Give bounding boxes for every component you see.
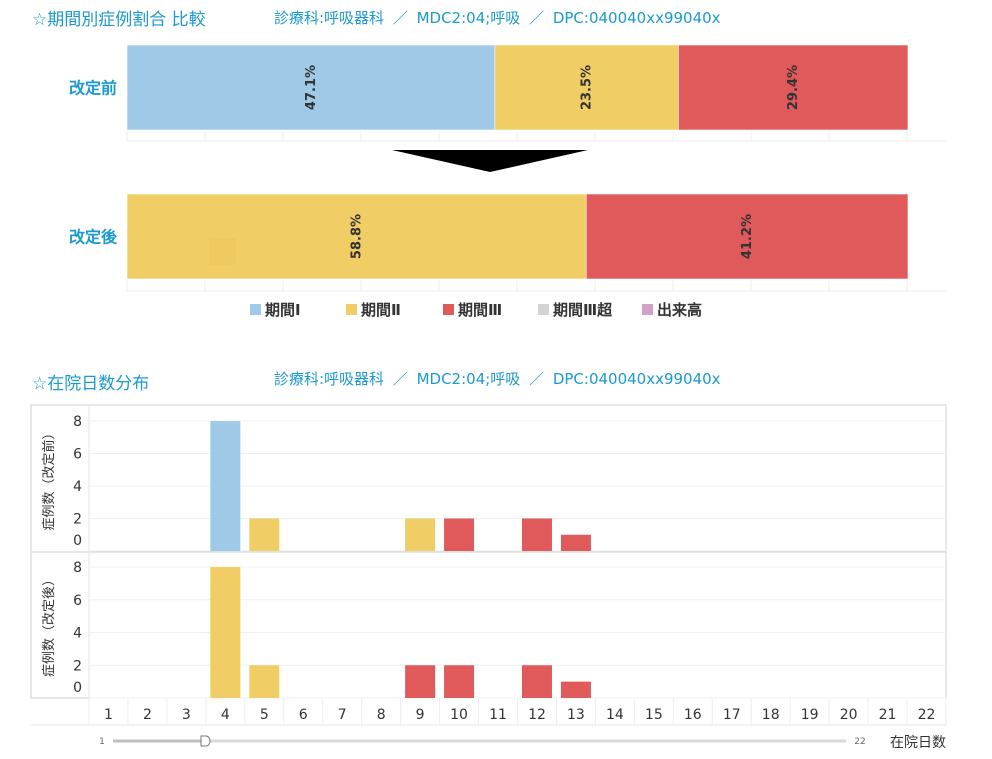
x-tick-8: 8 bbox=[377, 707, 386, 723]
x-tick-18: 18 bbox=[762, 707, 780, 723]
legend-swatch-0[interactable] bbox=[250, 304, 261, 315]
bar-0-4[interactable] bbox=[521, 518, 552, 552]
y-axis-title-1: 症例数（改定後） bbox=[42, 573, 57, 677]
x-tick-3: 3 bbox=[182, 707, 191, 723]
x-tick-17: 17 bbox=[723, 707, 741, 723]
legend-swatch-2[interactable] bbox=[443, 304, 454, 315]
section2-info: 診療科:呼吸器科 ／ MDC2:04;呼吸 ／ DPC:040040xx9904… bbox=[274, 370, 721, 388]
y-tick-0-2: 2 bbox=[73, 512, 82, 528]
slider-min-label: 1 bbox=[99, 737, 105, 747]
x-tick-7: 7 bbox=[338, 707, 347, 723]
y-tick-1-4: 4 bbox=[73, 626, 82, 642]
y-tick-0-0: 0 bbox=[73, 533, 82, 549]
legend-label-2[interactable]: 期間Ⅲ bbox=[458, 301, 502, 319]
segment-1-1 bbox=[126, 193, 587, 280]
bar-0-0[interactable] bbox=[210, 421, 241, 551]
bar-1-4[interactable] bbox=[521, 665, 552, 698]
legend-label-0[interactable]: 期間Ⅰ bbox=[265, 301, 301, 319]
bar-1-5[interactable] bbox=[560, 681, 591, 698]
bar-0-3[interactable] bbox=[444, 518, 475, 552]
segment-label-1-1: 58.8% bbox=[350, 214, 365, 259]
x-tick-13: 13 bbox=[567, 707, 585, 723]
x-tick-12: 12 bbox=[528, 707, 546, 723]
down-arrow-icon bbox=[392, 150, 588, 172]
bar-1-2[interactable] bbox=[405, 665, 436, 698]
legend-label-1[interactable]: 期間Ⅱ bbox=[361, 301, 401, 319]
segment-0-2 bbox=[678, 44, 909, 131]
segment-1-2 bbox=[585, 193, 909, 280]
y-axis-title-0: 症例数（改定前） bbox=[41, 426, 57, 530]
y-tick-1-8: 8 bbox=[73, 560, 82, 576]
x-tick-4: 4 bbox=[221, 707, 230, 723]
section2-title: ☆在院日数分布 bbox=[32, 374, 150, 394]
bar-1-1[interactable] bbox=[249, 665, 280, 698]
segment-label-0-2: 29.4% bbox=[786, 65, 801, 110]
row-label-1: 改定後 bbox=[69, 228, 118, 247]
bar-1-3[interactable] bbox=[444, 665, 475, 698]
x-tick-5: 5 bbox=[260, 707, 269, 723]
x-tick-10: 10 bbox=[450, 707, 468, 723]
x-tick-14: 14 bbox=[606, 707, 624, 723]
x-tick-6: 6 bbox=[299, 707, 308, 723]
legend-label-3[interactable]: 期間Ⅲ超 bbox=[553, 301, 613, 319]
bar-1-0[interactable] bbox=[210, 567, 241, 698]
x-tick-22: 22 bbox=[918, 707, 936, 723]
x-tick-11: 11 bbox=[489, 707, 507, 723]
x-tick-2: 2 bbox=[143, 707, 152, 723]
segment-0-1 bbox=[494, 44, 679, 131]
x-tick-20: 20 bbox=[840, 707, 858, 723]
segment-label-0-1: 23.5% bbox=[580, 65, 595, 110]
y-tick-0-8: 8 bbox=[73, 414, 82, 430]
x-tick-1: 1 bbox=[104, 707, 113, 723]
range-slider-handle[interactable] bbox=[200, 735, 211, 747]
bar-0-5[interactable] bbox=[560, 534, 591, 551]
y-tick-1-6: 6 bbox=[73, 593, 82, 609]
y-tick-1-0: 0 bbox=[73, 680, 82, 696]
segment-label-0-0: 47.1% bbox=[304, 65, 319, 110]
y-tick-0-6: 6 bbox=[73, 447, 82, 463]
y-tick-0-4: 4 bbox=[73, 479, 82, 495]
legend-swatch-3[interactable] bbox=[538, 304, 549, 315]
x-tick-21: 21 bbox=[879, 707, 897, 723]
x-tick-16: 16 bbox=[684, 707, 702, 723]
row-label-0: 改定前 bbox=[69, 79, 117, 98]
bar-0-2[interactable] bbox=[405, 518, 436, 552]
selection-marker bbox=[209, 238, 236, 265]
x-tick-15: 15 bbox=[645, 707, 663, 723]
slider-max-label: 22 bbox=[854, 737, 865, 747]
legend-label-4[interactable]: 出来高 bbox=[657, 301, 702, 319]
x-tick-19: 19 bbox=[801, 707, 819, 723]
x-axis-title: 在院日数 bbox=[890, 735, 946, 751]
segment-0-0 bbox=[126, 44, 496, 131]
y-tick-1-2: 2 bbox=[73, 658, 82, 674]
bar-0-1[interactable] bbox=[249, 518, 280, 552]
x-tick-9: 9 bbox=[416, 707, 425, 723]
legend-swatch-1[interactable] bbox=[346, 304, 357, 315]
segment-label-1-2: 41.2% bbox=[740, 214, 755, 259]
section1-title: ☆期間別症例割合 比較 bbox=[32, 10, 206, 30]
period-ratio-chart: 改定前 47.1% 23.5% 29.4% 改定後 58.8% 41.2% 期間Ⅰ 期間Ⅱ 期間Ⅲ… bbox=[69, 44, 946, 319]
legend-swatch-4[interactable] bbox=[642, 304, 653, 315]
section1-info: 診療科:呼吸器科 ／ MDC2:04;呼吸 ／ DPC:040040xx9904… bbox=[274, 9, 721, 27]
